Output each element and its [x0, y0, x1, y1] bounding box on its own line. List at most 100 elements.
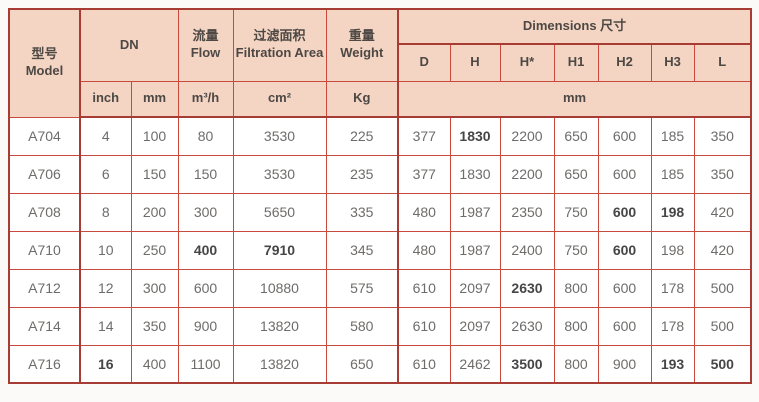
cell-model: A706 — [8, 154, 81, 194]
cell-d: 377 — [397, 154, 451, 194]
cell-weight: 335 — [325, 192, 399, 232]
cell-l: 420 — [693, 192, 752, 232]
cell-h1: 650 — [553, 116, 599, 156]
cell-model: A708 — [8, 192, 81, 232]
cell-flow: 80 — [177, 116, 234, 156]
cell-d: 610 — [397, 306, 451, 346]
cell-h3: 178 — [650, 306, 695, 346]
cell-area: 13820 — [232, 344, 327, 384]
cell-flow: 400 — [177, 230, 234, 270]
cell-h1: 800 — [553, 344, 599, 384]
cell-flow: 1100 — [177, 344, 234, 384]
unit-filtration: cm² — [232, 80, 327, 118]
cell-hstar: 2200 — [499, 154, 555, 194]
col-header-h: H — [449, 43, 501, 82]
col-header-hstar: H* — [499, 43, 555, 82]
cell-h: 1987 — [449, 192, 501, 232]
cell-area: 7910 — [232, 230, 327, 270]
cell-h: 1830 — [449, 116, 501, 156]
cell-mm: 350 — [130, 306, 179, 346]
col-header-weight: 重量 Weight — [325, 8, 399, 82]
table-row: A716 16 400 1100 13820 650 610 2462 3500 800 900 19… — [8, 344, 752, 384]
cell-h: 1987 — [449, 230, 501, 270]
cell-h3: 193 — [650, 344, 695, 384]
cell-area: 10880 — [232, 268, 327, 308]
cell-hstar: 2630 — [499, 268, 555, 308]
col-header-l: L — [693, 43, 752, 82]
cell-inch: 12 — [79, 268, 132, 308]
cell-model: A716 — [8, 344, 81, 384]
cell-mm: 150 — [130, 154, 179, 194]
unit-inch: inch — [79, 80, 132, 118]
unit-flow: m³/h — [177, 80, 234, 118]
cell-h: 2097 — [449, 268, 501, 308]
col-header-weight-zh: 重量 — [348, 28, 375, 44]
cell-area: 3530 — [232, 154, 327, 194]
col-header-model-en: Model — [25, 63, 64, 79]
table-row: A712 12 300 600 10880 575 610 2097 2630 800 600 178… — [8, 268, 752, 308]
cell-flow: 600 — [177, 268, 234, 308]
table-row: A714 14 350 900 13820 580 610 2097 2630 800 600 178… — [8, 306, 752, 346]
col-header-h3: H3 — [650, 43, 695, 82]
cell-h1: 750 — [553, 192, 599, 232]
cell-d: 610 — [397, 344, 451, 384]
cell-hstar: 2200 — [499, 116, 555, 156]
cell-d: 480 — [397, 230, 451, 270]
cell-l: 500 — [693, 268, 752, 308]
cell-l: 350 — [693, 116, 752, 156]
cell-model: A710 — [8, 230, 81, 270]
spec-table-body: A704 4 100 80 3530 225 377 1830 2200 650 600 185 350… — [8, 116, 752, 384]
cell-h1: 750 — [553, 230, 599, 270]
spec-table: 型号 Model DN 流量 Flow 过滤面积 Filtration Area… — [8, 8, 753, 384]
cell-weight: 345 — [325, 230, 399, 270]
cell-mm: 250 — [130, 230, 179, 270]
cell-flow: 150 — [177, 154, 234, 194]
col-header-filtration-en: Filtration Area — [235, 45, 324, 61]
table-row: A706 6 150 150 3530 235 377 1830 2200 650 600 185 35… — [8, 154, 752, 194]
cell-inch: 14 — [79, 306, 132, 346]
col-header-h2: H2 — [597, 43, 652, 82]
cell-mm: 100 — [130, 116, 179, 156]
cell-mm: 300 — [130, 268, 179, 308]
cell-h3: 178 — [650, 268, 695, 308]
unit-mm: mm — [130, 80, 179, 118]
col-header-flow-zh: 流量 — [192, 28, 219, 44]
col-header-dn: DN — [79, 8, 179, 82]
cell-h3: 198 — [650, 230, 695, 270]
cell-weight: 575 — [325, 268, 399, 308]
cell-h2: 600 — [597, 230, 652, 270]
col-header-filtration: 过滤面积 Filtration Area — [232, 8, 327, 82]
cell-inch: 6 — [79, 154, 132, 194]
cell-d: 610 — [397, 268, 451, 308]
unit-weight: Kg — [325, 80, 399, 118]
table-row: A708 8 200 300 5650 335 480 1987 2350 750 600 198 42… — [8, 192, 752, 232]
cell-h2: 600 — [597, 192, 652, 232]
col-header-model-zh: 型号 — [31, 46, 58, 62]
cell-area: 13820 — [232, 306, 327, 346]
cell-model: A704 — [8, 116, 81, 156]
cell-inch: 10 — [79, 230, 132, 270]
col-header-d: D — [397, 43, 451, 82]
cell-hstar: 2400 — [499, 230, 555, 270]
unit-dimensions: mm — [397, 80, 752, 118]
cell-h2: 600 — [597, 268, 652, 308]
table-row: A710 10 250 400 7910 345 480 1987 2400 750 600 198 4… — [8, 230, 752, 270]
table-row: A704 4 100 80 3530 225 377 1830 2200 650 600 185 350 — [8, 116, 752, 156]
cell-h2: 600 — [597, 116, 652, 156]
cell-h1: 800 — [553, 268, 599, 308]
cell-weight: 580 — [325, 306, 399, 346]
cell-hstar: 3500 — [499, 344, 555, 384]
col-header-dimensions: Dimensions 尺寸 — [397, 8, 752, 45]
col-header-filtration-zh: 过滤面积 — [253, 28, 306, 44]
col-header-model: 型号 Model — [8, 8, 81, 118]
cell-flow: 300 — [177, 192, 234, 232]
cell-weight: 225 — [325, 116, 399, 156]
cell-h3: 198 — [650, 192, 695, 232]
cell-d: 480 — [397, 192, 451, 232]
cell-hstar: 2630 — [499, 306, 555, 346]
cell-mm: 200 — [130, 192, 179, 232]
cell-model: A714 — [8, 306, 81, 346]
cell-h2: 900 — [597, 344, 652, 384]
col-header-flow: 流量 Flow — [177, 8, 234, 82]
